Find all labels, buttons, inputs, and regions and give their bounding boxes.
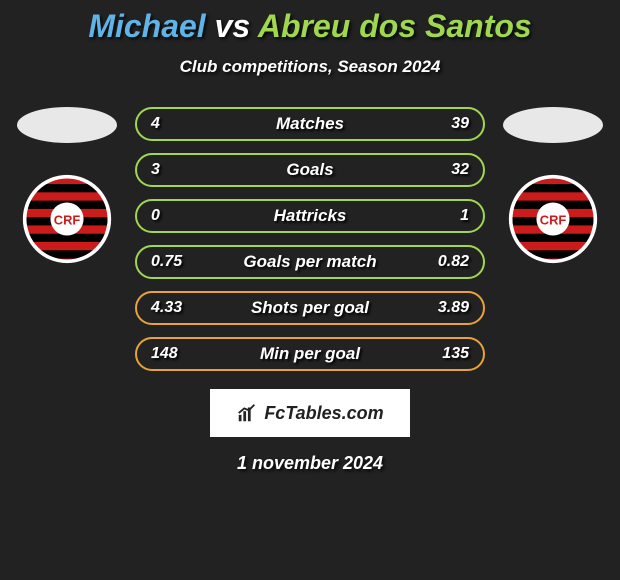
svg-text:CRF: CRF: [540, 213, 567, 228]
stat-label: Matches: [211, 114, 409, 134]
stat-p2-value: 32: [409, 161, 469, 179]
main-content: CRF 4Matches393Goals320Hattricks10.75Goa…: [0, 107, 620, 371]
stat-p2-value: 3.89: [409, 299, 469, 317]
stat-p2-value: 1: [409, 207, 469, 225]
watermark-text: FcTables.com: [264, 403, 383, 424]
footer: FcTables.com 1 november 2024: [0, 389, 620, 474]
stat-p1-value: 0.75: [151, 253, 211, 271]
player1-side: CRF: [17, 107, 117, 265]
stat-row: 0Hattricks1: [135, 199, 485, 233]
stat-label: Hattricks: [211, 206, 409, 226]
vs-separator: vs: [215, 8, 251, 44]
stat-row: 0.75Goals per match0.82: [135, 245, 485, 279]
stat-p1-value: 0: [151, 207, 211, 225]
stat-p1-value: 4.33: [151, 299, 211, 317]
stat-p2-value: 39: [409, 115, 469, 133]
player2-placeholder: [503, 107, 603, 143]
watermark: FcTables.com: [210, 389, 410, 437]
subtitle: Club competitions, Season 2024: [0, 57, 620, 77]
svg-text:CRF: CRF: [54, 213, 81, 228]
stat-row: 148Min per goal135: [135, 337, 485, 371]
stat-row: 3Goals32: [135, 153, 485, 187]
date: 1 november 2024: [0, 453, 620, 474]
stat-label: Goals per match: [211, 252, 409, 272]
stat-p1-value: 148: [151, 345, 211, 363]
crest-icon: CRF: [507, 173, 599, 265]
player1-crest: CRF: [21, 173, 113, 265]
chart-icon: [236, 402, 258, 424]
stat-label: Min per goal: [211, 344, 409, 364]
player2-side: CRF: [503, 107, 603, 265]
stats-table: 4Matches39 3Goals32 0Hattricks1 0.75Goals p…: [135, 107, 485, 371]
stat-row: 4Matches39: [135, 107, 485, 141]
stat-p1-value: 4: [151, 115, 211, 133]
stat-label: Goals: [211, 160, 409, 180]
stat-p1-value: 3: [151, 161, 211, 179]
stat-p2-value: 0.82: [409, 253, 469, 271]
player1-placeholder: [17, 107, 117, 143]
crest-icon: CRF: [21, 173, 113, 265]
player1-name: Michael: [88, 8, 205, 44]
stat-p2-value: 135: [409, 345, 469, 363]
header: Michael vs Abreu dos Santos Club competi…: [0, 0, 620, 77]
stat-label: Shots per goal: [211, 298, 409, 318]
comparison-title: Michael vs Abreu dos Santos: [0, 8, 620, 45]
stat-row: 4.33Shots per goal3.89: [135, 291, 485, 325]
player2-name: Abreu dos Santos: [258, 8, 532, 44]
player2-crest: CRF: [507, 173, 599, 265]
